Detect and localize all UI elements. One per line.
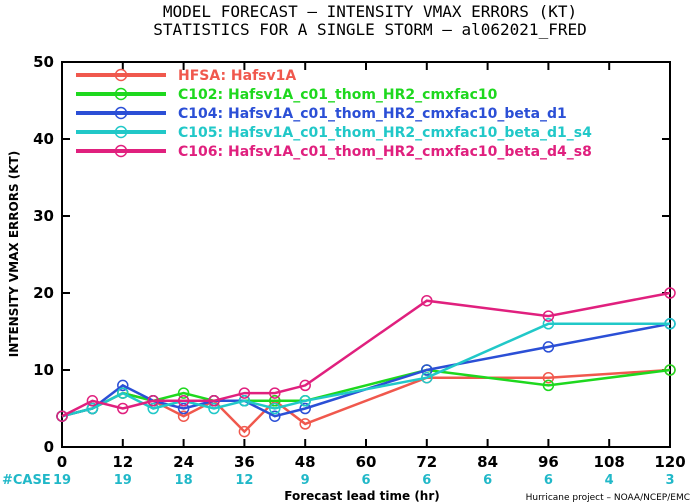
data-point [177, 410, 190, 422]
x-tick-label: 108 [594, 453, 625, 471]
data-point [86, 395, 99, 407]
case-count: 19 [114, 473, 132, 488]
data-point [117, 387, 129, 399]
data-point [542, 379, 555, 392]
case-count: 18 [175, 473, 193, 488]
data-point [147, 395, 159, 407]
data-point [208, 395, 220, 407]
x-tick-label: 0 [57, 453, 67, 471]
legend-swatch-marker [114, 68, 128, 82]
data-point [299, 395, 311, 407]
y-tick-label: 20 [33, 284, 54, 302]
x-tick-label: 60 [356, 453, 377, 471]
y-tick-label: 40 [33, 130, 54, 148]
data-point [664, 318, 676, 330]
x-tick-label: 24 [173, 453, 194, 471]
legend-label: C105: Hafsv1A_c01_thom_HR2_cmxfac10_beta… [178, 125, 592, 141]
y-axis-label: INTENSITY VMAX ERRORS (KT) [7, 151, 21, 357]
series-line [61, 291, 671, 418]
data-point [177, 395, 190, 407]
legend-swatch-marker [114, 125, 128, 139]
case-count: 12 [235, 473, 253, 488]
data-point [542, 371, 555, 384]
x-axis-label: Forecast lead time (hr) [284, 489, 440, 503]
data-point [299, 379, 311, 392]
data-point [542, 310, 555, 322]
data-point [421, 364, 433, 376]
data-point [238, 395, 251, 407]
case-label: #CASE [2, 473, 51, 488]
case-count: 4 [605, 473, 614, 488]
data-point [421, 294, 433, 307]
case-count: 6 [422, 473, 431, 488]
series-3 [56, 318, 676, 422]
legend-label: C102: Hafsv1A_c01_thom_HR2_cmxfac10 [178, 87, 498, 103]
legend-entry-3: C105: Hafsv1A_c01_thom_HR2_cmxfac10_beta… [76, 125, 592, 141]
chart-title-line2: STATISTICS FOR A SINGLE STORM – al062021… [153, 20, 586, 39]
data-point [208, 402, 220, 415]
data-point [177, 402, 190, 415]
data-point [542, 318, 555, 330]
case-count: 6 [544, 473, 553, 488]
x-tick-label: 12 [112, 453, 133, 471]
legend-swatch-marker [114, 87, 128, 101]
data-point [238, 425, 251, 438]
data-point [117, 402, 129, 415]
series-line [61, 322, 671, 418]
data-point [147, 402, 159, 415]
chart-title-line1: MODEL FORECAST – INTENSITY VMAX ERRORS (… [163, 2, 577, 21]
y-tick-label: 50 [33, 53, 54, 71]
x-tick-label: 48 [295, 453, 316, 471]
series-4 [56, 287, 676, 422]
case-count: 6 [483, 473, 492, 488]
legend-label: C106: Hafsv1A_c01_thom_HR2_cmxfac10_beta… [178, 144, 592, 160]
data-point [86, 402, 99, 415]
legend-entry-1: C102: Hafsv1A_c01_thom_HR2_cmxfac10 [76, 87, 498, 103]
data-point [664, 287, 676, 299]
case-count: 19 [53, 473, 71, 488]
data-point [238, 387, 251, 399]
data-point [269, 410, 281, 422]
credit-text: Hurricane project – NOAA/NCEP/EMC [526, 493, 690, 503]
legend-label: HFSA: Hafsv1A [178, 68, 296, 84]
data-point [421, 371, 433, 384]
data-point [177, 387, 190, 399]
data-point [299, 402, 311, 415]
data-point [542, 341, 555, 353]
case-count: 3 [665, 473, 674, 488]
data-point [56, 410, 68, 422]
case-count: 6 [361, 473, 370, 488]
series-line [61, 322, 670, 418]
data-point [269, 387, 281, 399]
data-point [269, 402, 281, 415]
legend-swatch-marker [114, 106, 128, 120]
x-tick-label: 120 [654, 453, 685, 471]
y-tick-label: 0 [44, 438, 54, 456]
x-tick-label: 36 [234, 453, 255, 471]
data-point [299, 418, 311, 430]
legend-label: C104: Hafsv1A_c01_thom_HR2_cmxfac10_beta… [178, 106, 567, 122]
legend-entry-2: C104: Hafsv1A_c01_thom_HR2_cmxfac10_beta… [76, 106, 567, 122]
x-tick-label: 96 [538, 453, 559, 471]
legend-entry-4: C106: Hafsv1A_c01_thom_HR2_cmxfac10_beta… [76, 144, 592, 160]
y-tick-label: 10 [33, 361, 54, 379]
data-point [117, 379, 129, 392]
legend-entry-0: HFSA: Hafsv1A [76, 68, 296, 84]
y-tick-label: 30 [33, 207, 54, 225]
data-point [269, 395, 281, 407]
data-point [664, 364, 676, 376]
legend-swatch-marker [114, 144, 128, 158]
case-count: 9 [301, 473, 310, 488]
x-tick-label: 72 [416, 453, 437, 471]
x-tick-label: 84 [477, 453, 498, 471]
